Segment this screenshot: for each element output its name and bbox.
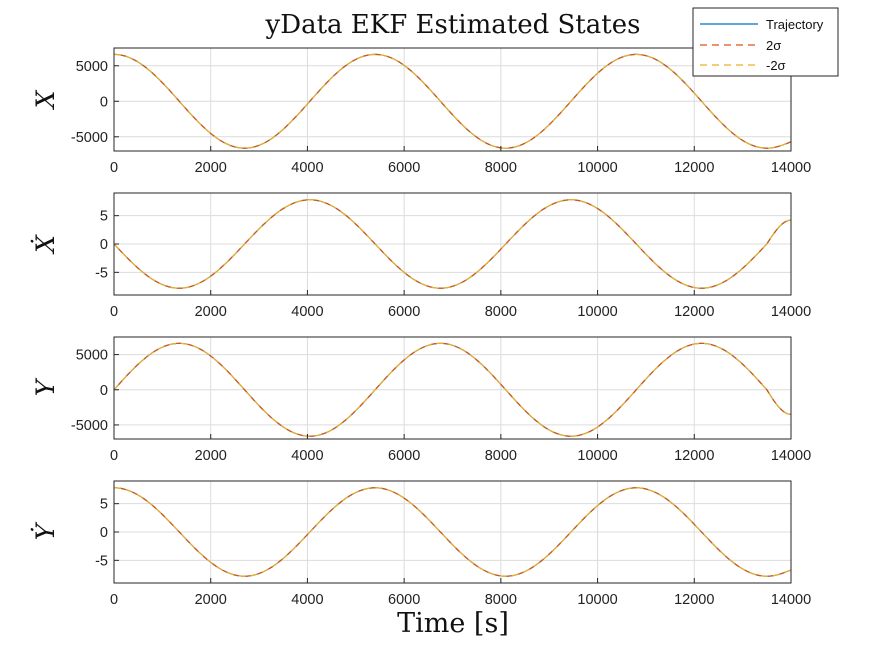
- x-tick-label: 8000: [485, 448, 517, 464]
- axes-frame: [113, 47, 792, 152]
- series-line-plus-2sigma: [114, 342, 791, 437]
- x-tick-label: 8000: [485, 304, 517, 320]
- series-line-plus-2sigma: [114, 199, 791, 289]
- x-tick-label: 0: [110, 592, 118, 608]
- subplot-1: 0 2000 4000 6000 8000 10000 12000 14000-5000050…: [31, 47, 811, 176]
- x-tick-label: 8000: [485, 160, 517, 176]
- x-tick-label: 4000: [291, 304, 323, 320]
- x-tick-label: 6000: [388, 160, 420, 176]
- y-tick-label: 0: [100, 237, 108, 253]
- axes-frame: [113, 336, 792, 440]
- plot-area: [114, 48, 791, 151]
- y-tick-label: 0: [100, 525, 108, 541]
- legend: Trajectory 2σ -2σ: [692, 7, 839, 77]
- x-tick-label: 10000: [577, 304, 617, 320]
- y-tick-label: 5000: [76, 59, 108, 75]
- x-tick-label: 0: [110, 304, 118, 320]
- series-line-minus-2sigma: [114, 487, 791, 577]
- x-tick-label: 4000: [291, 160, 323, 176]
- y-tick-label: -5: [95, 265, 108, 281]
- x-tick-label: 2000: [195, 592, 227, 608]
- legend-label-plus-2sigma: 2σ: [766, 38, 781, 53]
- x-tick-label: 6000: [388, 304, 420, 320]
- x-tick-label: 10000: [577, 160, 617, 176]
- x-tick-label: 4000: [291, 592, 323, 608]
- y-tick-label: 5000: [76, 348, 108, 364]
- x-tick-label: 2000: [195, 160, 227, 176]
- x-tick-label: 10000: [577, 592, 617, 608]
- series-line-minus-2sigma: [114, 342, 791, 437]
- x-tick-label: 14000: [771, 160, 811, 176]
- series-line-minus-2sigma: [114, 53, 791, 149]
- x-tick-label: 2000: [195, 448, 227, 464]
- y-axis-label: X: [31, 89, 60, 110]
- x-tick-label: 10000: [577, 448, 617, 464]
- x-tick-label: 4000: [291, 448, 323, 464]
- subplot-3: 0 2000 4000 6000 8000 10000 12000 14000-5000050…: [31, 336, 811, 464]
- y-axis-label: Y: [31, 377, 60, 396]
- y-tick-label: -5: [95, 553, 108, 569]
- y-tick-label: 5: [100, 497, 108, 513]
- x-tick-label: 14000: [771, 304, 811, 320]
- y-tick-label: 0: [100, 94, 108, 110]
- x-tick-label: 14000: [771, 592, 811, 608]
- y-axis-label: Ẏ: [31, 521, 60, 540]
- x-tick-label: 2000: [195, 304, 227, 320]
- x-tick-label: 12000: [674, 448, 714, 464]
- x-tick-label: 12000: [674, 592, 714, 608]
- x-tick-label: 6000: [388, 592, 420, 608]
- y-tick-label: 0: [100, 383, 108, 399]
- y-tick-label: 5: [100, 209, 108, 225]
- chart-title: yData EKF Estimated States: [265, 10, 641, 40]
- subplot-2: 0 2000 4000 6000 8000 10000 12000 14000 -5 0 5 Ẋ: [31, 192, 811, 320]
- y-tick-label: -5000: [71, 130, 108, 146]
- legend-label-trajectory: Trajectory: [766, 17, 824, 32]
- x-tick-label: 0: [110, 160, 118, 176]
- x-tick-label: 12000: [674, 304, 714, 320]
- x-tick-label: 12000: [674, 160, 714, 176]
- subplot-4: 0 2000 4000 6000 8000 10000 12000 14000 -5 0 5 Ẏ: [31, 480, 811, 608]
- series-line-plus-2sigma: [114, 53, 791, 149]
- x-tick-label: 0: [110, 448, 118, 464]
- series-line-minus-2sigma: [114, 199, 791, 289]
- x-tick-label: 8000: [485, 592, 517, 608]
- y-axis-label: Ẋ: [31, 234, 60, 255]
- y-tick-label: -5000: [71, 418, 108, 434]
- plot-area: [114, 337, 791, 439]
- x-tick-label: 6000: [388, 448, 420, 464]
- legend-label-minus-2sigma: -2σ: [766, 58, 786, 73]
- x-tick-label: 14000: [771, 448, 811, 464]
- x-axis-label: Time [s]: [397, 608, 509, 639]
- subplots: 0 2000 4000 6000 8000 10000 12000 14000-5000050…: [31, 47, 811, 608]
